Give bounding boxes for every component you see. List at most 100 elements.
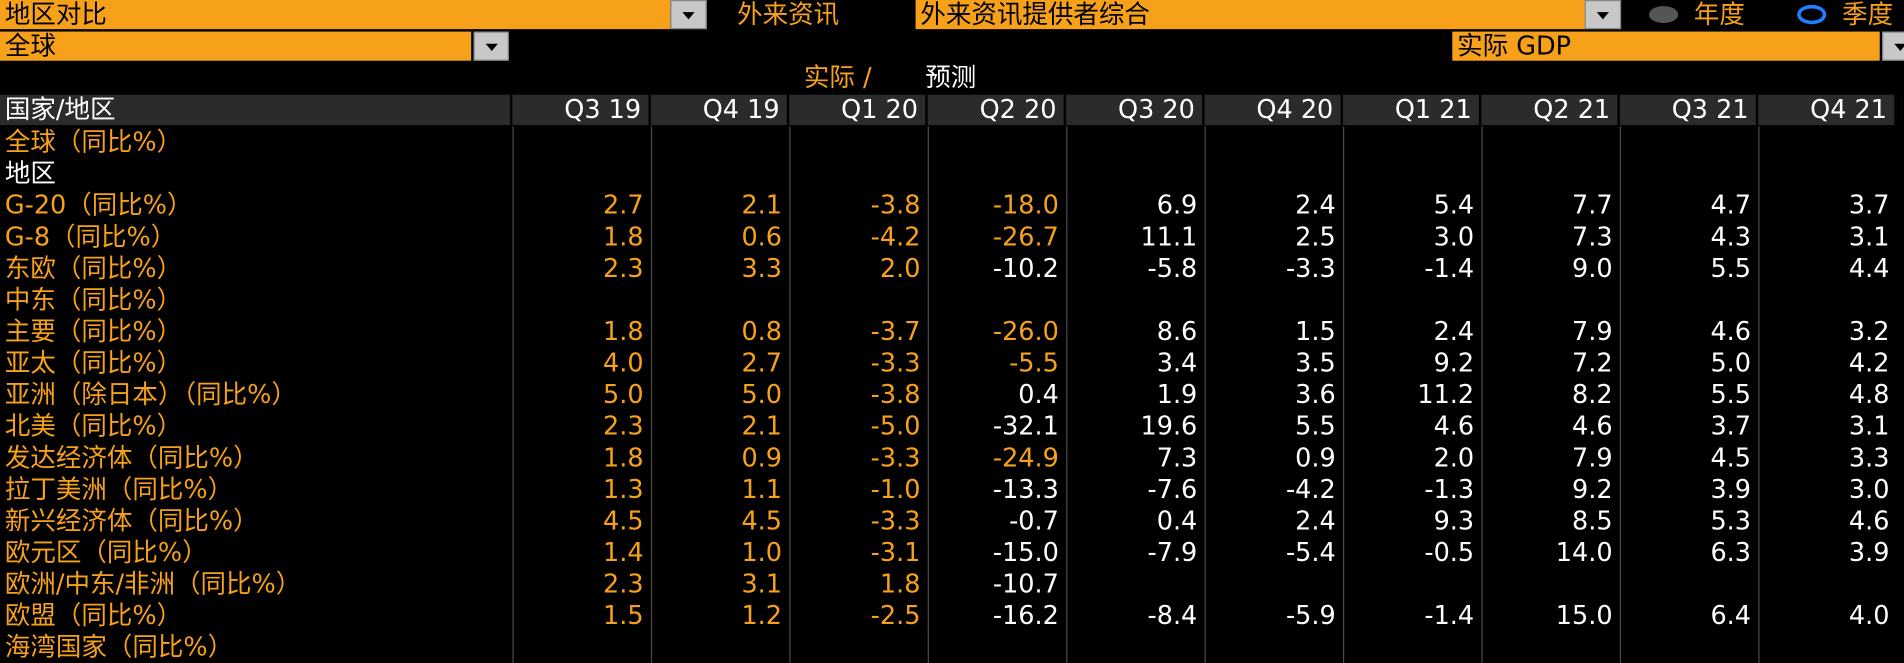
value-cell: 1.8	[603, 316, 644, 347]
value-cell: 0.6	[741, 222, 783, 252]
value-cell: -24.9	[992, 443, 1059, 473]
value-cell: -3.3	[870, 506, 921, 536]
value-cell: 3.4	[1156, 348, 1198, 378]
column-separator	[1343, 126, 1345, 663]
value-cell: 5.3	[1710, 506, 1752, 536]
radio-annual[interactable]	[1649, 6, 1679, 24]
column-header: Q4 21	[1758, 94, 1897, 126]
region-dropdown[interactable]: 全球	[0, 31, 472, 61]
value-cell: 4.5	[1710, 443, 1752, 473]
column-header: Q2 20	[927, 94, 1067, 126]
value-cell: 9.3	[1433, 506, 1475, 536]
value-cell: 5.0	[1710, 348, 1752, 378]
row-label: 亚太（同比%）	[4, 348, 183, 378]
row-label: 东欧（同比%）	[4, 253, 183, 283]
value-cell: -26.7	[992, 222, 1059, 252]
comparison-dropdown[interactable]: 地区对比	[0, 0, 671, 30]
value-cell: 2.7	[741, 348, 783, 378]
value-cell: -5.8	[1147, 253, 1198, 283]
column-header: Q4 19	[650, 94, 790, 126]
dropdown-arrow[interactable]	[670, 0, 707, 30]
value-cell: 8.2	[1572, 380, 1613, 410]
value-cell: 2.4	[1295, 190, 1336, 220]
row-label: G-8（同比%）	[4, 222, 177, 252]
value-cell: -2.5	[870, 601, 921, 631]
value-cell: 5.5	[1295, 411, 1336, 441]
value-cell: -3.3	[870, 348, 921, 378]
column-header: Q3 19	[512, 94, 651, 126]
value-cell: -5.9	[1285, 601, 1336, 631]
forecast-legend: 预测	[925, 63, 977, 93]
value-cell: -1.0	[870, 474, 921, 504]
row-label: 新兴经济体（同比%）	[4, 506, 259, 536]
source-dropdown[interactable]: 外来资讯提供者综合	[915, 0, 1585, 30]
value-cell: 7.9	[1572, 316, 1613, 347]
value-cell: -4.2	[1285, 474, 1336, 504]
column-header: Q1 20	[789, 94, 928, 126]
column-separator	[1481, 126, 1483, 663]
value-cell: -4.2	[870, 222, 921, 252]
value-cell: 1.4	[603, 537, 644, 568]
value-cell: -7.9	[1147, 537, 1198, 568]
column-header: Q1 21	[1343, 94, 1482, 126]
dropdown-arrow[interactable]	[473, 31, 509, 61]
value-cell: -18.0	[992, 190, 1059, 220]
value-cell: 2.7	[603, 190, 644, 220]
value-cell: 4.5	[603, 506, 644, 536]
value-cell: 7.9	[1572, 443, 1613, 473]
source-label: 外来资讯	[737, 0, 840, 30]
value-cell: -3.8	[870, 380, 921, 410]
column-separator	[789, 126, 791, 663]
value-cell: 9.2	[1572, 474, 1613, 504]
value-cell: 3.1	[741, 569, 783, 599]
value-cell: 1.2	[741, 601, 783, 631]
value-cell: 0.8	[741, 316, 783, 347]
quarterly-label[interactable]: 季度	[1842, 0, 1894, 30]
dropdown-arrow[interactable]	[1584, 0, 1622, 30]
value-cell: 4.7	[1710, 190, 1752, 220]
dropdown-arrow[interactable]	[1882, 31, 1904, 61]
header-label: 国家/地区	[0, 94, 513, 126]
value-cell: 0.4	[1156, 506, 1198, 536]
value-cell: 4.0	[1848, 601, 1890, 631]
value-cell: 5.0	[741, 380, 783, 410]
value-cell: 3.6	[1295, 380, 1336, 410]
value-cell: -1.3	[1424, 474, 1475, 504]
value-cell: 1.8	[603, 443, 644, 473]
column-separator	[1619, 126, 1622, 663]
value-cell: 9.2	[1433, 348, 1475, 378]
value-cell: -15.0	[992, 537, 1059, 568]
annual-label[interactable]: 年度	[1693, 0, 1745, 30]
value-cell: 0.4	[1018, 380, 1059, 410]
value-cell: 3.3	[741, 253, 783, 283]
value-cell: 1.3	[603, 474, 644, 504]
value-cell: 6.3	[1710, 537, 1752, 568]
value-cell: -32.1	[992, 411, 1059, 441]
value-cell: 2.3	[603, 569, 644, 599]
metric-dropdown[interactable]: 实际 GDP	[1452, 31, 1880, 61]
column-header: Q4 20	[1204, 94, 1344, 126]
value-cell: -7.6	[1147, 474, 1198, 504]
value-cell: -3.3	[870, 443, 921, 473]
value-cell: 6.9	[1156, 190, 1198, 220]
row-label: 主要（同比%）	[4, 316, 183, 347]
value-cell: 4.3	[1710, 222, 1752, 252]
row-label: G-20（同比%）	[4, 190, 193, 220]
column-separator	[1204, 126, 1206, 663]
value-cell: 11.1	[1140, 222, 1198, 252]
value-cell: 4.6	[1848, 506, 1890, 536]
value-cell: 7.3	[1572, 222, 1613, 252]
value-cell: 4.6	[1710, 316, 1752, 347]
value-cell: 19.6	[1140, 411, 1198, 441]
column-header: Q2 21	[1481, 94, 1620, 126]
value-cell: -0.7	[1009, 506, 1059, 536]
value-cell: 1.0	[741, 537, 783, 568]
value-cell: 3.9	[1848, 537, 1890, 568]
value-cell: 3.7	[1710, 411, 1752, 441]
radio-quarterly[interactable]	[1797, 4, 1827, 25]
value-cell: 14.0	[1555, 537, 1613, 568]
value-cell: 0.9	[1295, 443, 1336, 473]
value-cell: -3.3	[1285, 253, 1336, 283]
